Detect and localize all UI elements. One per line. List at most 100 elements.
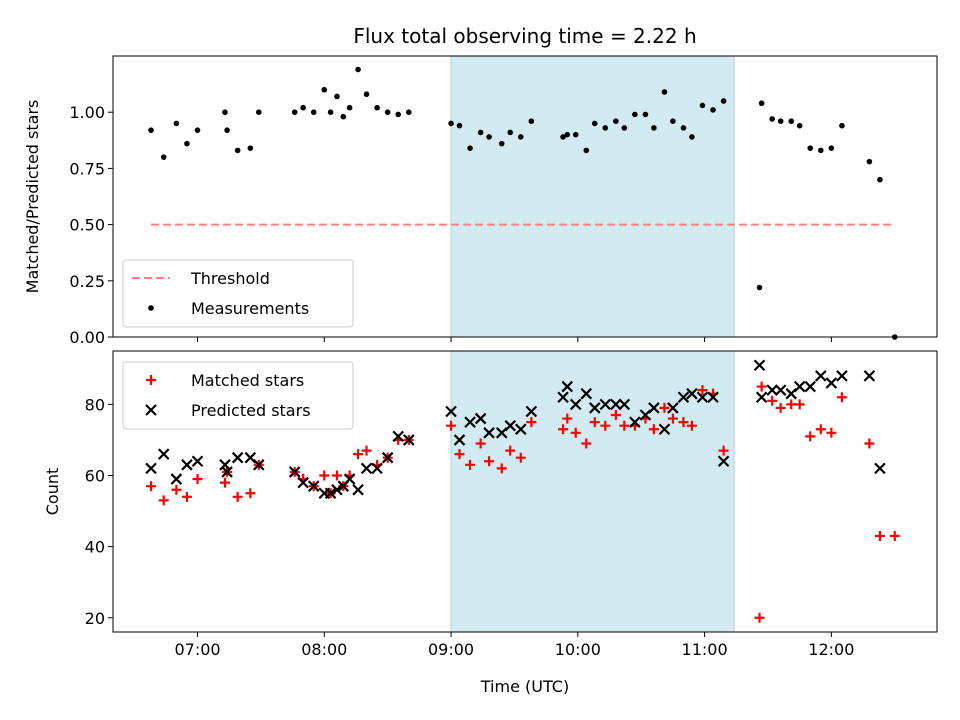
- data-point: [331, 470, 342, 481]
- data-point: [181, 491, 192, 502]
- data-point: [340, 113, 347, 120]
- x-axis-label: Time (UTC): [480, 677, 569, 696]
- data-point: [794, 399, 805, 410]
- data-point: [219, 459, 231, 471]
- data-point: [817, 147, 824, 154]
- data-point: [610, 410, 621, 421]
- data-point: [253, 459, 265, 471]
- data-point: [667, 413, 678, 424]
- data-point: [618, 398, 631, 411]
- data-point: [610, 398, 622, 411]
- data-point: [475, 438, 486, 449]
- data-point: [355, 66, 361, 73]
- data-point: [517, 134, 524, 140]
- y-tick-label: 0.00: [69, 328, 105, 347]
- data-point: [297, 476, 309, 489]
- data-point: [194, 127, 201, 133]
- x-tick-label: 10:00: [555, 640, 601, 659]
- y-tick-label: 1.00: [69, 103, 105, 122]
- data-point: [874, 462, 886, 475]
- data-point: [863, 370, 876, 382]
- y-tick-label: 0.75: [69, 159, 105, 178]
- data-point: [300, 104, 306, 111]
- data-point: [331, 483, 343, 496]
- data-point: [613, 118, 619, 124]
- data-point: [769, 116, 775, 122]
- data-point: [467, 145, 473, 151]
- data-point: [589, 417, 600, 428]
- data-point: [374, 104, 380, 111]
- data-point: [775, 402, 786, 413]
- data-point: [588, 402, 601, 414]
- data-point: [570, 427, 581, 438]
- y-tick-label: 0.25: [69, 272, 105, 291]
- data-point: [405, 109, 412, 115]
- data-point: [504, 419, 516, 432]
- data-point: [562, 413, 573, 424]
- data-point: [360, 462, 373, 475]
- count-panel: 07:00 08:00 09:00 10:00 11:00 12:00 20 40 60 80 Co…: [43, 350, 938, 696]
- data-point: [319, 470, 330, 481]
- y-tick-label: 20: [85, 609, 105, 628]
- data-point: [826, 427, 837, 438]
- legend-label: Threshold: [190, 269, 270, 288]
- data-point: [651, 125, 657, 131]
- series-predicted-stars: [145, 359, 886, 500]
- data-point: [828, 145, 835, 151]
- data-point: [219, 477, 230, 488]
- data-point: [327, 109, 334, 115]
- data-point: [707, 391, 719, 404]
- data-point: [288, 466, 301, 478]
- data-point: [774, 384, 787, 396]
- data-point: [334, 93, 340, 100]
- data-point: [474, 412, 487, 425]
- data-point: [465, 459, 476, 470]
- legend-swatch-measurements: [148, 305, 154, 311]
- axes-frame: [112, 55, 938, 338]
- data-point: [173, 120, 180, 127]
- data-point: [689, 134, 695, 140]
- data-point: [456, 122, 463, 129]
- data-point: [454, 449, 465, 460]
- data-point: [483, 427, 495, 439]
- data-point: [581, 438, 592, 449]
- data-point: [561, 380, 574, 393]
- data-point: [670, 118, 676, 124]
- data-point: [569, 398, 582, 411]
- data-point: [148, 127, 154, 133]
- data-point: [629, 416, 641, 428]
- data-point: [371, 462, 383, 475]
- data-point: [839, 122, 845, 129]
- y-tick-label: 60: [85, 466, 105, 485]
- data-point: [170, 473, 183, 485]
- data-point: [583, 147, 590, 154]
- data-point: [146, 481, 157, 492]
- data-point: [486, 134, 492, 140]
- x-tick-label: 12:00: [808, 640, 854, 659]
- y-axis-label: Matched/Predicted stars: [23, 100, 42, 294]
- legend: Threshold Measurements: [122, 259, 354, 328]
- data-point: [874, 530, 885, 541]
- data-point: [580, 387, 593, 400]
- data-point: [171, 484, 182, 495]
- y-tick-label: 0.50: [69, 216, 105, 235]
- shaded-span: [450, 55, 735, 338]
- data-point: [836, 370, 848, 382]
- legend-swatch-predicted: [145, 404, 157, 416]
- data-point: [291, 109, 298, 115]
- data-point: [877, 176, 883, 183]
- data-point: [145, 462, 157, 475]
- data-point: [754, 612, 765, 623]
- data-point: [602, 125, 609, 131]
- data-point: [232, 491, 243, 502]
- ratio-panel: 0.00 0.25 0.50 0.75 1.00 Matched/Predicted st…: [23, 55, 938, 347]
- data-point: [677, 391, 690, 404]
- data-point: [686, 420, 697, 431]
- data-point: [864, 438, 875, 449]
- chart-title: Flux total observing time = 2.22 h: [353, 24, 696, 48]
- data-point: [343, 473, 356, 485]
- data-point: [245, 488, 256, 499]
- data-point: [632, 111, 638, 118]
- data-point: [804, 380, 817, 393]
- data-point: [642, 111, 649, 118]
